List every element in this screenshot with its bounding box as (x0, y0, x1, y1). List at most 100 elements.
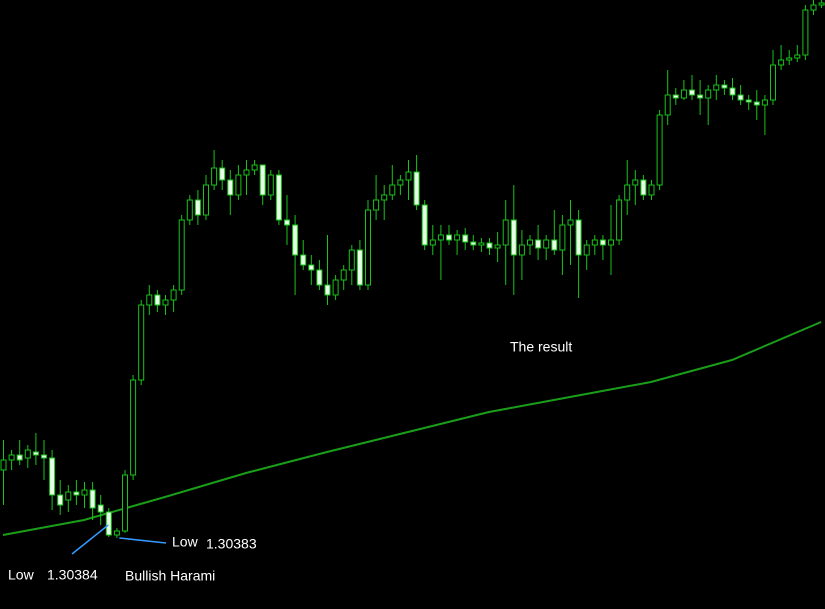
candle-body (486, 242, 493, 249)
annotation-value: 1.30384 (47, 567, 98, 583)
candle-body (235, 174, 242, 196)
annotation-label: Low (8, 567, 35, 583)
candle-body (405, 171, 412, 181)
candle-body (162, 299, 169, 306)
candle-body (664, 94, 671, 116)
candle-body (292, 224, 299, 256)
candle-body (81, 489, 88, 496)
candle-body (154, 294, 161, 306)
candle-body (340, 269, 347, 281)
candle-body (810, 4, 817, 11)
annotation-text: Bullish Harami (125, 568, 215, 584)
candle-body (227, 179, 234, 196)
candle-body (510, 219, 517, 256)
candle-body (194, 199, 201, 216)
candle-body (89, 489, 96, 509)
candle-body (389, 184, 396, 196)
candle-body (421, 204, 428, 246)
candle-body (737, 94, 744, 101)
candle-body (267, 174, 274, 196)
candle-body (518, 244, 525, 256)
candle-body (73, 491, 80, 496)
candle-body (591, 239, 598, 246)
candle-body (24, 449, 31, 459)
candle-body (632, 179, 639, 186)
candle-body (535, 239, 542, 249)
candle-body (680, 89, 687, 99)
candle-body (105, 511, 112, 536)
candle-body (559, 224, 566, 251)
candle-body (745, 99, 752, 103)
candle-body (186, 199, 193, 221)
candle-body (138, 304, 145, 381)
candle-body (648, 184, 655, 196)
annotation-label: Low (172, 534, 199, 550)
candle-body (0, 459, 7, 471)
candle-body (753, 101, 760, 106)
candle-body (470, 241, 477, 246)
candle-body (713, 84, 720, 91)
candle-body (275, 174, 282, 221)
candle-body (8, 454, 15, 461)
candle-body (640, 179, 647, 196)
candle-body (373, 199, 380, 211)
annotation-value: 1.30383 (206, 536, 257, 552)
candle-body (583, 244, 590, 256)
candle-body (356, 249, 363, 286)
candle-body (429, 239, 436, 246)
candle-body (672, 94, 679, 99)
candle-body (616, 199, 623, 241)
candle-body (65, 491, 72, 501)
candle-body (381, 194, 388, 201)
candle-body (308, 264, 315, 271)
candle-body (32, 451, 39, 456)
candle-body (97, 504, 104, 513)
candle-body (113, 530, 120, 536)
candle-body (243, 169, 250, 176)
candle-body (729, 87, 736, 96)
candle-body (794, 54, 801, 59)
candle-body (300, 254, 307, 266)
candle-body (251, 164, 258, 171)
candle-body (551, 239, 558, 251)
candle-body (778, 59, 785, 66)
candle-body (721, 84, 728, 89)
candle-body (478, 242, 485, 246)
candle-body (624, 184, 631, 201)
candle-body (502, 219, 509, 246)
candle-body (567, 219, 574, 226)
candle-body (413, 171, 420, 206)
candle-body (203, 184, 209, 216)
candle-body (348, 249, 355, 271)
candle-body (462, 234, 469, 243)
candle-body (770, 64, 776, 101)
candle-body (494, 244, 501, 249)
moving-average (2, 321, 822, 536)
candle-body (146, 294, 153, 306)
annotation-pointer (71, 524, 109, 555)
candle-body (454, 234, 461, 241)
candle-body (599, 239, 606, 246)
candle-body (324, 284, 331, 296)
candle-body (49, 457, 56, 496)
candle-body (697, 94, 704, 99)
candle-body (122, 474, 128, 532)
annotation-pointer (119, 537, 167, 544)
candle-body (761, 99, 768, 106)
candle-body (178, 219, 185, 291)
candle-body (802, 9, 809, 56)
candle-body (446, 234, 452, 241)
candle-body (211, 167, 218, 186)
candle-body (527, 239, 533, 246)
candle-body (397, 179, 404, 186)
candle-body (57, 494, 64, 506)
candle-body (786, 57, 793, 61)
candle-body (316, 269, 323, 286)
candle-body (16, 454, 23, 461)
candle-body (259, 164, 266, 196)
candle-body (170, 289, 177, 301)
candle-body (365, 209, 371, 286)
candle-body (437, 234, 444, 241)
